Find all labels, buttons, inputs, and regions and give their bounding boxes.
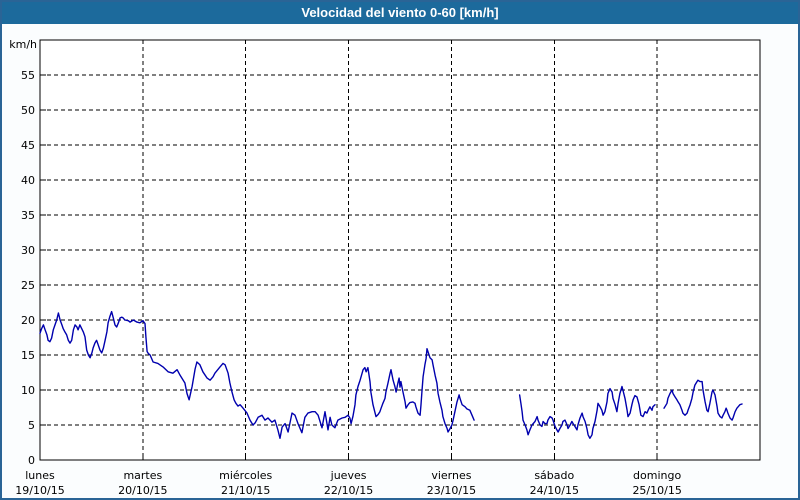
- y-tick-label: 5: [28, 419, 35, 432]
- chart-frame: Velocidad del viento 0-60 [km/h] 0 5 10 15 2…: [0, 0, 800, 500]
- y-tick-label: 45: [21, 139, 35, 152]
- y-axis-unit-label: km/h: [9, 38, 37, 51]
- y-tick-label: 20: [21, 314, 35, 327]
- wind-speed-chart: 0 5 10 15 20 25 30 35 40 45 50 55 lunes 19/10/15 marte…: [0, 0, 800, 500]
- x-date-label: 21/10/15: [221, 484, 270, 497]
- x-day-label: domingo: [633, 469, 681, 482]
- y-tick-label: 40: [21, 174, 35, 187]
- x-date-label: 23/10/15: [427, 484, 476, 497]
- y-tick-label: 0: [28, 454, 35, 467]
- x-date-label: 19/10/15: [15, 484, 64, 497]
- x-date-label: 25/10/15: [632, 484, 681, 497]
- chart-title: Velocidad del viento 0-60 [km/h]: [301, 5, 498, 20]
- y-tick-label: 50: [21, 104, 35, 117]
- y-tick-label: 10: [21, 384, 35, 397]
- x-day-label: jueves: [330, 469, 367, 482]
- y-tick-label: 35: [21, 209, 35, 222]
- x-day-label: martes: [123, 469, 162, 482]
- x-date-label: 24/10/15: [530, 484, 579, 497]
- x-date-label: 20/10/15: [118, 484, 167, 497]
- y-tick-label: 55: [21, 69, 35, 82]
- y-tick-label: 30: [21, 244, 35, 257]
- title-bar: Velocidad del viento 0-60 [km/h]: [2, 2, 798, 24]
- x-day-label: viernes: [431, 469, 471, 482]
- x-date-label: 22/10/15: [324, 484, 373, 497]
- x-day-label: lunes: [25, 469, 55, 482]
- x-day-label: miércoles: [219, 469, 272, 482]
- y-tick-label: 15: [21, 349, 35, 362]
- y-tick-label: 25: [21, 279, 35, 292]
- x-day-label: sábado: [534, 469, 574, 482]
